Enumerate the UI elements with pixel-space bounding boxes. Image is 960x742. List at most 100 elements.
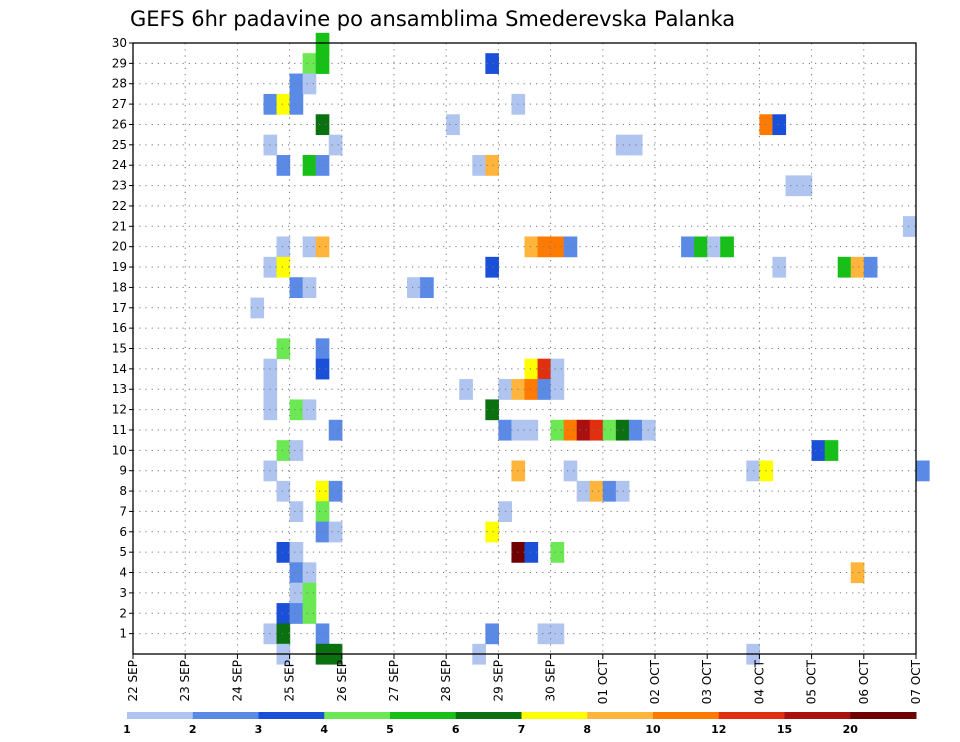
heatmap-cell: 5: [837, 256, 852, 278]
y-tick-label: 10: [112, 443, 127, 457]
x-tick-label: 23 SEP: [178, 660, 192, 702]
heatmap-cell: 2: [315, 521, 330, 543]
heatmap-cell: 2: [420, 277, 434, 298]
heatmap-cell: 3: [276, 541, 291, 563]
heatmap-cell: 2: [681, 236, 695, 258]
heatmap-cell: 1: [328, 134, 343, 156]
heatmap-cell: 1: [328, 521, 343, 543]
x-tick-label: 22 SEP: [126, 660, 140, 702]
heatmap-cell: 4: [602, 419, 617, 441]
y-tick-label: 8: [119, 484, 127, 498]
y-tick-label: 19: [112, 260, 127, 274]
legend-swatch: [455, 712, 522, 719]
heatmap-cell: 7: [276, 93, 291, 115]
heatmap-cell: 1: [615, 480, 630, 502]
y-tick-label: 12: [112, 403, 127, 417]
y-tick-label: 7: [119, 504, 127, 518]
legend-label: 15: [777, 723, 792, 736]
heatmap-cell: 2: [276, 155, 291, 176]
legend-swatch: [784, 712, 851, 719]
heatmap-cell: 10: [537, 236, 552, 258]
heatmap-cell: 2: [916, 460, 930, 482]
heatmap-cell: 1: [615, 134, 630, 156]
x-tick-label: 04 OCT: [752, 659, 766, 704]
heatmap-cell: 1: [707, 236, 721, 258]
heatmap-cell: 6: [615, 419, 630, 441]
legend-swatch: [718, 712, 785, 719]
heatmap-cell: 2: [863, 256, 878, 278]
y-tick-label: 22: [112, 199, 127, 213]
heatmap-cell: 4: [302, 53, 317, 74]
heatmap-cell: 2: [537, 379, 552, 400]
heatmap-cell: 8: [315, 236, 330, 258]
heatmap-cell: 1: [276, 236, 291, 258]
heatmap-cell: 2: [289, 93, 304, 115]
heatmap-cell: 1: [289, 501, 304, 523]
heatmap-cell: 3: [811, 440, 826, 461]
x-tick-label: 01 OCT: [596, 659, 610, 704]
heatmap-cell: 1: [289, 582, 304, 604]
heatmap-cell: 12: [589, 419, 604, 441]
heatmap-cell: 1: [407, 277, 421, 298]
legend-label: 6: [452, 723, 460, 736]
x-tick-label: 24 SEP: [230, 660, 244, 702]
heatmap-cell: 10: [563, 419, 578, 441]
legend-label: 12: [711, 723, 726, 736]
y-tick-label: 25: [112, 138, 127, 152]
heatmap-cell: 1: [459, 379, 473, 400]
heatmap-cell: 1: [563, 460, 578, 482]
y-tick-label: 11: [112, 423, 127, 437]
heatmap-cell: 5: [302, 155, 317, 176]
x-tick-label: 05 OCT: [805, 659, 819, 704]
heatmap-cell: 8: [524, 236, 539, 258]
heatmap-cell: 15: [576, 419, 591, 441]
heatmap-cell: 3: [276, 603, 291, 624]
heatmap-cell: 2: [289, 562, 304, 584]
heatmap-cell: 3: [524, 541, 539, 563]
legend-label: 8: [583, 723, 591, 736]
heatmap-cells: 5453212721611031111252181111188101022515…: [250, 32, 930, 665]
x-tick-label: 29 SEP: [491, 660, 505, 702]
legend-swatch: [521, 712, 588, 719]
y-tick-label: 1: [119, 627, 127, 641]
heatmap-cell: 5: [694, 236, 708, 258]
heatmap-cell: 4: [289, 399, 304, 421]
heatmap-cell: 2: [328, 480, 343, 502]
heatmap-cell: 2: [289, 73, 304, 95]
heatmap-cell: 1: [276, 480, 291, 502]
heatmap-cell: 1: [550, 623, 565, 645]
heatmap-cell: 1: [550, 379, 565, 400]
heatmap-cell: 4: [302, 603, 317, 624]
heatmap-cell: 4: [550, 419, 565, 441]
heatmap-cell: 4: [315, 501, 330, 523]
y-tick-label: 24: [112, 158, 127, 172]
heatmap-cell: 3: [772, 114, 787, 136]
heatmap-cell: 4: [276, 440, 291, 461]
heatmap-cell: 1: [798, 175, 813, 197]
legend-label: 20: [843, 723, 859, 736]
heatmap-cell: 3: [485, 53, 499, 74]
legend-label: 10: [645, 723, 661, 736]
y-tick-label: 5: [119, 545, 127, 559]
heatmap-cell: 1: [576, 480, 591, 502]
heatmap-cell: 8: [850, 256, 865, 278]
heatmap-cell: 1: [302, 236, 317, 258]
heatmap-cell: 8: [589, 480, 604, 502]
legend-swatch: [192, 712, 259, 719]
heatmap-cell: 2: [289, 277, 304, 298]
legend-label: 7: [518, 723, 526, 736]
y-tick-label: 15: [112, 342, 127, 356]
heatmap-cell: 2: [563, 236, 578, 258]
y-tick-label: 20: [112, 240, 127, 254]
y-tick-label: 18: [112, 280, 127, 294]
y-tick-label: 21: [112, 219, 127, 233]
legend-label: 2: [189, 723, 197, 736]
heatmap-cell: 1: [472, 155, 486, 176]
legend-label: 3: [255, 723, 263, 736]
y-tick-label: 29: [112, 56, 127, 70]
y-tick-label: 23: [112, 179, 127, 193]
y-tick-label: 30: [112, 36, 127, 50]
heatmap-cell: 7: [485, 521, 499, 543]
y-tick-label: 6: [119, 525, 127, 539]
heatmap-cell: 1: [537, 623, 552, 645]
